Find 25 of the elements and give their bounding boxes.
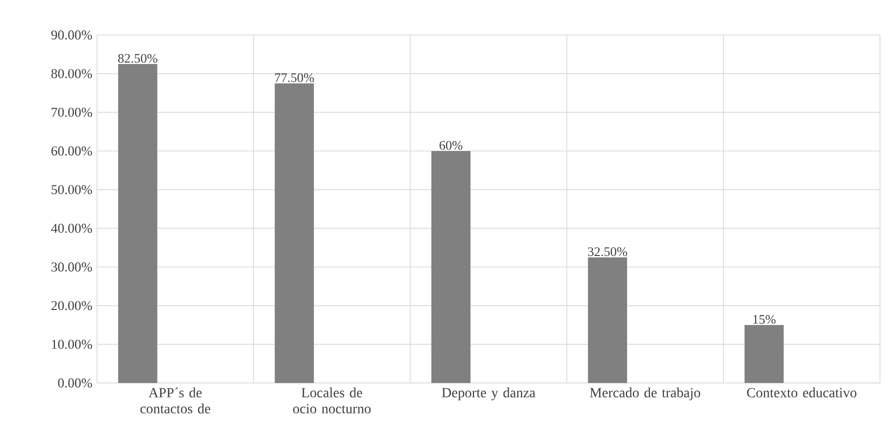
x-tick-label: APP´s de contactos de — [140, 388, 210, 414]
data-label: 32.50% — [588, 247, 628, 256]
bar — [588, 257, 628, 383]
y-tick-label: 50.00% — [52, 185, 92, 194]
data-label: 15% — [753, 314, 776, 324]
y-tick-label: 30.00% — [51, 262, 92, 272]
bar — [118, 64, 158, 383]
y-tick-label: 70.00% — [52, 108, 92, 117]
data-label: 82.50% — [118, 54, 158, 63]
y-tick-label: 40.00% — [51, 224, 92, 233]
x-tick-label: Locales de ocio nocturno — [293, 388, 371, 414]
bar — [274, 83, 314, 383]
data-label: 60% — [440, 140, 462, 150]
y-tick-label: 0.00% — [58, 378, 92, 388]
y-tick-label: 60.00% — [51, 146, 92, 156]
x-tick-label: Mercado de trabajo — [590, 388, 700, 400]
x-tick-label: Deporte y danza — [442, 388, 536, 400]
y-tick-label: 10.00% — [52, 340, 92, 349]
y-tick-label: 80.00% — [51, 69, 92, 78]
y-tick-label: 90.00% — [51, 30, 92, 40]
y-tick-label: 20.00% — [51, 301, 92, 310]
data-label: 77.50% — [275, 73, 314, 82]
bar — [744, 325, 784, 383]
x-tick-label: Contexto educativo — [747, 388, 856, 398]
bar — [431, 151, 470, 383]
